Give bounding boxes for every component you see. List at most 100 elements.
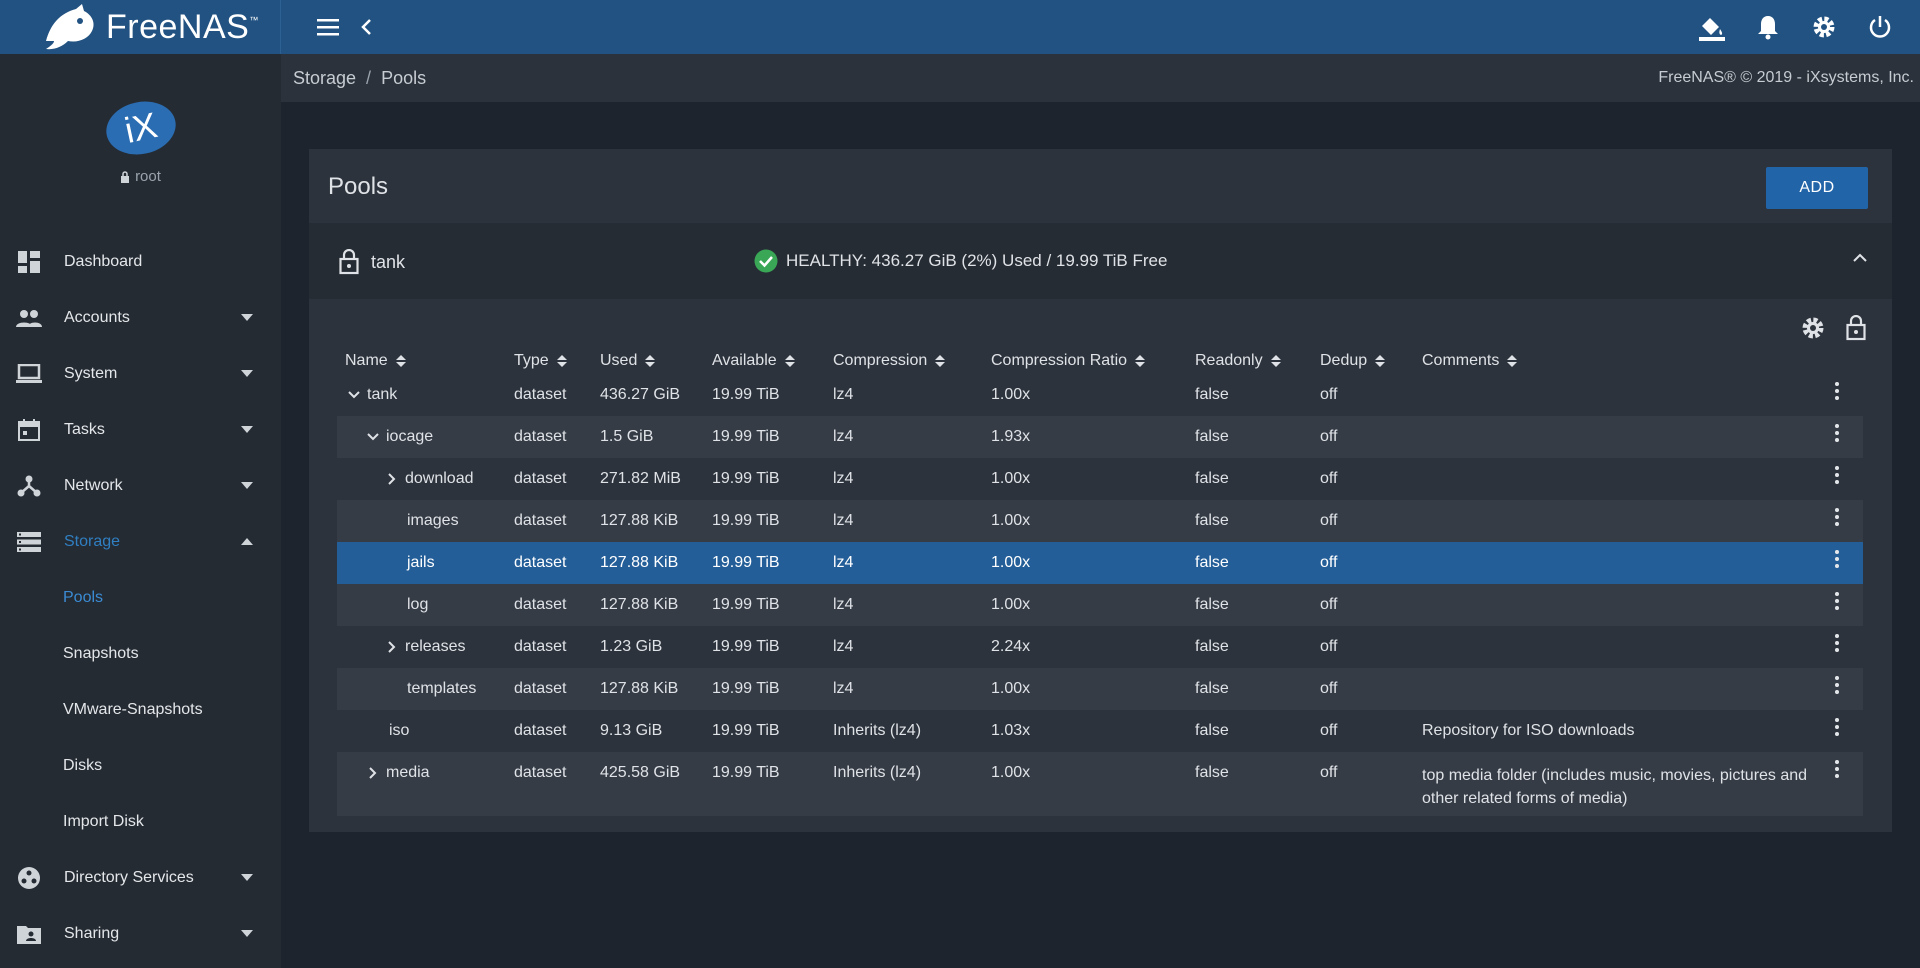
table-row[interactable]: templates dataset 127.88 KiB 19.99 TiB l… xyxy=(337,668,1863,710)
ratio-cell: 1.00x xyxy=(991,764,1031,781)
chevron-down-icon[interactable] xyxy=(347,388,361,402)
more-vert-icon[interactable] xyxy=(1835,592,1839,610)
laptop-icon xyxy=(16,361,42,387)
compression-cell: lz4 xyxy=(833,596,854,613)
dataset-name: tank xyxy=(367,386,398,403)
column-label: Available xyxy=(712,352,777,369)
table-row[interactable]: log dataset 127.88 KiB 19.99 TiB lz4 1.0… xyxy=(337,584,1863,626)
chevron-left-icon xyxy=(361,19,371,35)
ratio-cell: 1.00x xyxy=(991,596,1031,613)
sidebar-item-system[interactable]: System xyxy=(0,346,281,402)
sort-icon xyxy=(1135,355,1146,367)
more-vert-icon[interactable] xyxy=(1835,550,1839,568)
column-label: Used xyxy=(600,352,638,369)
brand[interactable]: FreeNAS ™ xyxy=(0,0,281,54)
table-row[interactable]: media dataset 425.58 GiB 19.99 TiB Inher… xyxy=(337,752,1863,816)
table-row[interactable]: tank dataset 436.27 GiB 19.99 TiB lz4 1.… xyxy=(337,374,1863,416)
caret-down-icon xyxy=(241,930,253,937)
name-cell: download xyxy=(385,470,474,488)
type-cell: dataset xyxy=(514,554,567,571)
add-pool-button[interactable]: ADD xyxy=(1766,167,1868,209)
more-vert-icon[interactable] xyxy=(1835,382,1839,400)
type-cell: dataset xyxy=(514,470,567,487)
sidebar-item-dashboard[interactable]: Dashboard xyxy=(0,234,281,290)
notifications-button[interactable] xyxy=(1746,5,1790,49)
column-header-compression[interactable]: Compression xyxy=(833,352,946,370)
dataset-name: iocage xyxy=(386,428,434,445)
chevron-right-icon[interactable] xyxy=(385,640,399,654)
caret-up-icon xyxy=(241,538,253,545)
table-row[interactable]: iso dataset 9.13 GiB 19.99 TiB Inherits … xyxy=(337,710,1863,752)
pool-settings-button[interactable] xyxy=(1800,315,1826,346)
sidebar-subitem-disks[interactable]: Disks xyxy=(63,757,103,774)
pool-header[interactable]: tank HEALTHY: 436.27 GiB (2%) Used / 19.… xyxy=(309,223,1892,299)
table-row[interactable]: images dataset 127.88 KiB 19.99 TiB lz4 … xyxy=(337,500,1863,542)
paint-bucket-icon xyxy=(1699,18,1725,41)
lock-open-icon xyxy=(339,249,359,275)
caret-down-icon xyxy=(241,874,253,881)
available-cell: 19.99 TiB xyxy=(712,596,780,613)
ratio-cell: 2.24x xyxy=(991,638,1031,655)
readonly-cell: false xyxy=(1195,386,1229,403)
more-vert-icon[interactable] xyxy=(1835,634,1839,652)
sort-icon xyxy=(645,355,656,367)
sidebar-item-network[interactable]: Network xyxy=(0,458,281,514)
comments-cell: Repository for ISO downloads xyxy=(1422,722,1635,739)
chevron-right-icon[interactable] xyxy=(385,472,399,486)
more-vert-icon[interactable] xyxy=(1835,466,1839,484)
more-vert-icon[interactable] xyxy=(1835,718,1839,736)
type-cell: dataset xyxy=(514,680,567,697)
sidebar-item-sharing[interactable]: Sharing xyxy=(0,906,281,962)
compression-cell: lz4 xyxy=(833,638,854,655)
available-cell: 19.99 TiB xyxy=(712,428,780,445)
bell-icon xyxy=(1758,16,1778,40)
more-vert-icon[interactable] xyxy=(1835,676,1839,694)
chevron-right-icon[interactable] xyxy=(366,766,380,780)
available-cell: 19.99 TiB xyxy=(712,470,780,487)
sidebar-subitem-import-disk[interactable]: Import Disk xyxy=(63,813,144,830)
settings-button[interactable] xyxy=(1802,5,1846,49)
column-label: Compression xyxy=(833,352,928,369)
column-header-used[interactable]: Used xyxy=(600,352,656,370)
column-header-type[interactable]: Type xyxy=(514,352,567,370)
column-header-dedup[interactable]: Dedup xyxy=(1320,352,1386,370)
chevron-up-icon xyxy=(1853,253,1867,262)
readonly-cell: false xyxy=(1195,512,1229,529)
column-header-available[interactable]: Available xyxy=(712,352,795,370)
caret-down-icon xyxy=(241,370,253,377)
sidebar-subitem-snapshots[interactable]: Snapshots xyxy=(63,645,139,662)
sidebar-item-label: Tasks xyxy=(64,421,105,438)
table-row[interactable]: download dataset 271.82 MiB 19.99 TiB lz… xyxy=(337,458,1863,500)
chevron-down-icon[interactable] xyxy=(366,430,380,444)
sidebar-item-storage[interactable]: Storage xyxy=(0,514,281,570)
collapse-sidebar-button[interactable] xyxy=(345,5,389,49)
column-header-name[interactable]: Name xyxy=(345,352,406,370)
sort-icon xyxy=(1375,355,1386,367)
sidebar-item-directory-services[interactable]: Directory Services xyxy=(0,850,281,906)
sidebar-item-tasks[interactable]: Tasks xyxy=(0,402,281,458)
theme-button[interactable] xyxy=(1690,5,1734,49)
column-header-readonly[interactable]: Readonly xyxy=(1195,352,1281,370)
name-cell: jails xyxy=(407,554,435,572)
breadcrumb-storage[interactable]: Storage xyxy=(293,67,357,88)
ix-logo-text: iX xyxy=(120,104,161,151)
used-cell: 436.27 GiB xyxy=(600,386,681,403)
calendar-icon xyxy=(16,417,42,443)
sidebar-item-accounts[interactable]: Accounts xyxy=(0,290,281,346)
more-vert-icon[interactable] xyxy=(1835,760,1839,778)
sidebar-subitem-pools[interactable]: Pools xyxy=(63,589,104,606)
table-row[interactable]: releases dataset 1.23 GiB 19.99 TiB lz4 … xyxy=(337,626,1863,668)
column-header-comments[interactable]: Comments xyxy=(1422,352,1518,370)
power-button[interactable] xyxy=(1858,5,1902,49)
sidebar-subitem-vmware-snapshots[interactable]: VMware-Snapshots xyxy=(63,701,203,718)
table-header: Name Type Used Available Compression Com… xyxy=(337,340,1863,382)
pool-encryption-button[interactable] xyxy=(1846,314,1866,346)
column-header-compression-ratio[interactable]: Compression Ratio xyxy=(991,352,1146,370)
table-row[interactable]: iocage dataset 1.5 GiB 19.99 TiB lz4 1.9… xyxy=(337,416,1863,458)
collapse-pool-button[interactable] xyxy=(1852,251,1868,269)
more-vert-icon[interactable] xyxy=(1835,424,1839,442)
topbar-actions xyxy=(1690,5,1902,49)
more-vert-icon[interactable] xyxy=(1835,508,1839,526)
table-row-selected[interactable]: jails dataset 127.88 KiB 19.99 TiB lz4 1… xyxy=(337,542,1863,584)
menu-toggle-button[interactable] xyxy=(307,5,351,49)
